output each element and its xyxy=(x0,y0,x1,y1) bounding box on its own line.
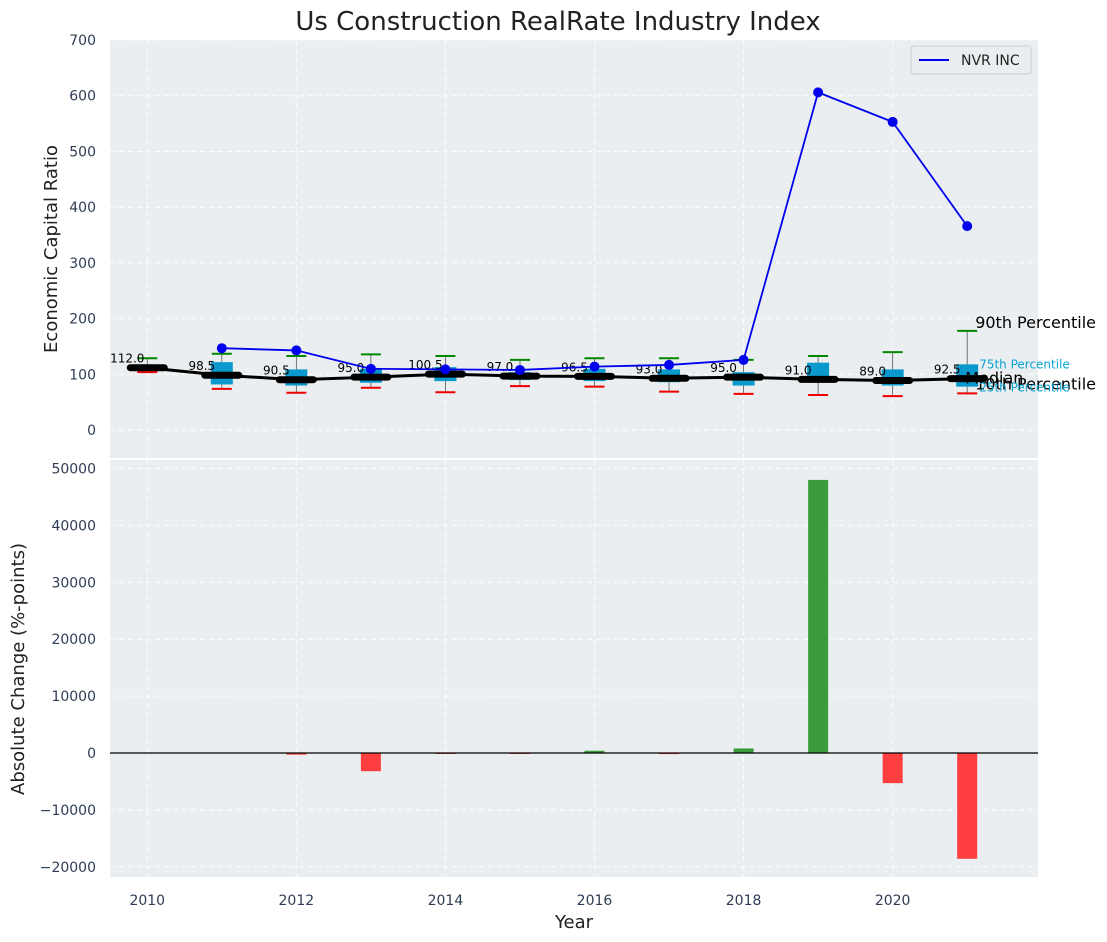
series-point xyxy=(589,361,600,372)
change-bar xyxy=(957,752,978,859)
legend-label: NVR INC xyxy=(961,53,1020,69)
series-point xyxy=(291,345,302,356)
series-point xyxy=(813,87,824,98)
top-y-tick-label: 300 xyxy=(69,256,96,272)
chart-title: Us Construction RealRate Industry Index xyxy=(295,7,820,37)
top-y-tick-label: 0 xyxy=(87,423,96,439)
top-y-tick-label: 200 xyxy=(69,312,96,328)
series-point xyxy=(365,363,376,374)
legend[interactable]: NVR INC xyxy=(910,45,1032,75)
series-point xyxy=(216,343,227,354)
median-annotation: Median xyxy=(965,369,1023,388)
series-point xyxy=(514,364,525,375)
series-point xyxy=(738,354,749,365)
x-tick-label: 2016 xyxy=(577,893,613,909)
change-bar xyxy=(584,750,605,753)
median-value-label: 112.0 xyxy=(110,352,144,366)
x-tick-label: 2012 xyxy=(279,893,315,909)
series-point xyxy=(962,221,973,232)
bottom-y-ticks: −20000 −10000 0 10000 20000 30000 40000 50000 xyxy=(40,462,96,876)
bottom-y-tick-label: 10000 xyxy=(51,689,96,705)
median-value-label: 97.0 xyxy=(487,360,514,374)
bottom-grid xyxy=(110,460,1038,877)
top-y-tick-label: 500 xyxy=(69,144,96,160)
change-bar xyxy=(808,479,829,753)
median-value-label: 91.0 xyxy=(785,363,812,377)
top-y-tick-label: 600 xyxy=(69,89,96,105)
median-value-label: 89.0 xyxy=(859,365,886,379)
series-point xyxy=(664,359,675,370)
x-tick-label: 2010 xyxy=(129,893,165,909)
x-tick-label: 2020 xyxy=(875,893,911,909)
top-y-tick-label: 100 xyxy=(69,367,96,383)
bottom-axes-background xyxy=(110,460,1038,877)
median-value-label: 92.5 xyxy=(934,363,961,377)
p10-annotation: 10th Percentile xyxy=(975,374,1096,393)
x-axis-label: Year xyxy=(554,912,594,933)
change-bar xyxy=(882,752,903,784)
bottom-y-tick-label: −20000 xyxy=(40,860,96,876)
bottom-y-axis-label: Absolute Change (%-points) xyxy=(8,543,29,795)
top-y-ticks: 0 100 200 300 400 500 600 700 xyxy=(69,33,96,439)
top-y-axis-label: Economic Capital Ratio xyxy=(41,145,62,353)
p90-annotation: 90th Percentile xyxy=(975,313,1096,332)
top-y-tick-label: 400 xyxy=(69,200,96,216)
median-value-label: 90.5 xyxy=(263,364,290,378)
x-ticks: 2010 2012 2014 2016 2018 2020 xyxy=(129,893,910,909)
median-value-label: 95.0 xyxy=(710,361,737,375)
change-bar xyxy=(360,752,381,772)
bottom-y-tick-label: 50000 xyxy=(51,462,96,478)
bottom-y-tick-label: −10000 xyxy=(40,803,96,819)
bottom-y-tick-label: 20000 xyxy=(51,632,96,648)
x-tick-label: 2014 xyxy=(428,893,464,909)
series-point xyxy=(440,364,451,375)
median-value-label: 98.5 xyxy=(188,359,215,373)
change-bars xyxy=(286,479,978,859)
change-bar xyxy=(733,748,754,753)
bottom-y-tick-label: 40000 xyxy=(51,518,96,534)
x-tick-label: 2018 xyxy=(726,893,762,909)
bottom-y-tick-label: 0 xyxy=(87,746,96,762)
change-bar xyxy=(286,752,307,755)
top-y-tick-label: 700 xyxy=(69,33,96,49)
series-point xyxy=(887,116,898,127)
top-axes-background xyxy=(110,40,1038,458)
box-lower-annotation: 25th Percentile xyxy=(979,381,1070,395)
bottom-y-tick-label: 30000 xyxy=(51,575,96,591)
box-upper-annotation: 75th Percentile xyxy=(979,357,1070,371)
top-grid xyxy=(110,39,1038,458)
series-line-group xyxy=(216,87,973,375)
percentile-annotations: 90th Percentile 10th PercentileMedian75th… xyxy=(965,313,1096,395)
